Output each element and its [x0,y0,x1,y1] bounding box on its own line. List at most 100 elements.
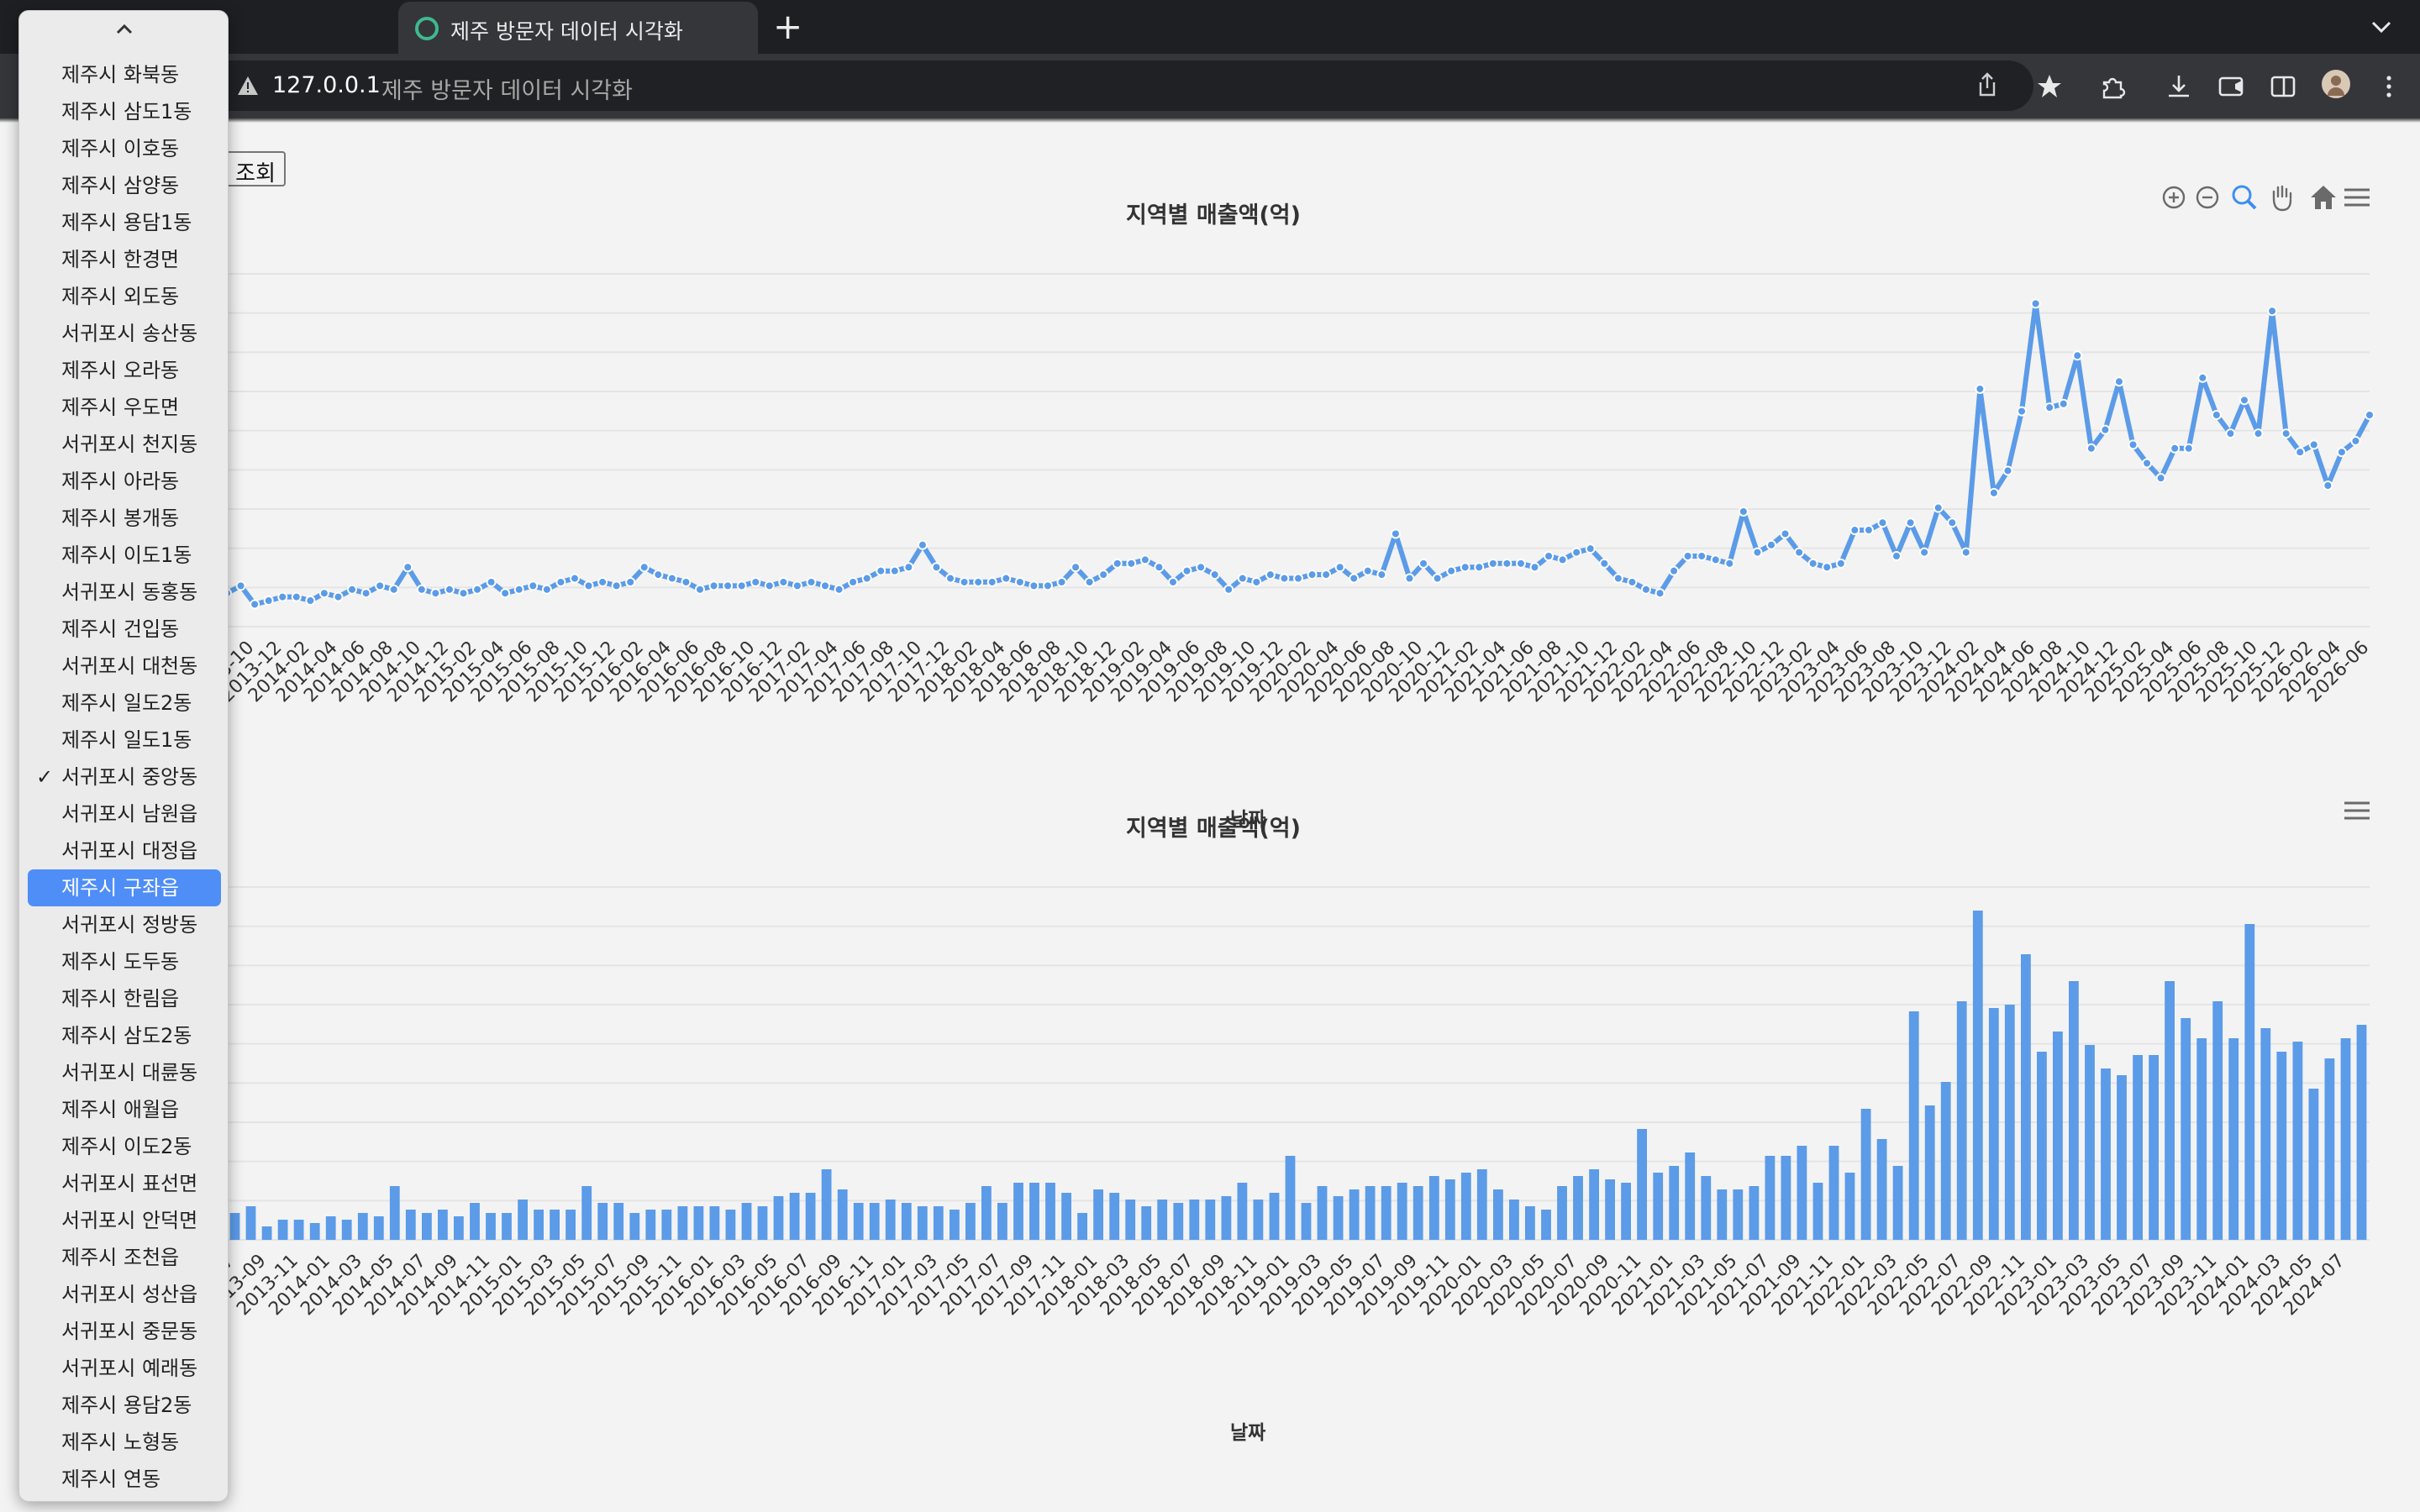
data-point [2281,428,2291,439]
dropdown-option[interactable]: 서귀포시 동홍동 [19,574,229,611]
chevron-down-icon[interactable] [2366,12,2396,42]
dropdown-option[interactable]: 제주시 조천읍 [19,1239,229,1276]
data-point [1640,584,1651,595]
dropdown-option-label: 제주시 노형동 [61,1431,180,1454]
bar [597,1203,608,1240]
dropdown-option[interactable]: 제주시 삼도2동 [19,1017,229,1054]
data-point [2017,406,2028,417]
dropdown-option[interactable]: 제주시 아라동 [19,463,229,500]
dropdown-option[interactable]: 제주시 용담2동 [19,1387,229,1424]
browser-tab[interactable]: 제주 방문자 데이터 시각화 [398,2,758,54]
warning-icon[interactable] [237,76,259,96]
cast-icon[interactable] [2217,72,2245,101]
dropdown-option[interactable]: 제주시 도두동 [19,943,229,980]
bar [1621,1183,1631,1240]
data-point [1251,576,1262,587]
bookmark-star-icon[interactable] [2035,72,2064,101]
pan-hand-icon[interactable] [2265,181,2297,213]
bar [837,1189,848,1240]
dropdown-option[interactable]: 제주시 건입동 [19,611,229,648]
dropdown-option[interactable]: 서귀포시 정방동 [19,906,229,943]
selection-zoom-icon[interactable] [2228,181,2260,213]
dropdown-option[interactable]: 제주시 봉개동 [19,500,229,537]
dropdown-option[interactable]: 서귀포시 예래동 [19,1350,229,1387]
query-button[interactable]: 조회 [220,151,286,186]
dropdown-option[interactable]: 제주시 오라동 [19,352,229,389]
new-tab-button[interactable]: + [773,6,803,47]
data-point [1196,562,1207,573]
zoom-in-icon[interactable] [2158,181,2190,213]
dropdown-option[interactable]: 서귀포시 남원읍 [19,795,229,832]
dropdown-option[interactable]: 서귀포시 대천동 [19,648,229,685]
data-point [1139,554,1150,565]
data-point [1071,562,1081,573]
data-point [486,576,497,587]
hamburger-menu-icon[interactable] [2341,795,2373,827]
dropdown-option[interactable]: 제주시 이호동 [19,130,229,167]
dropdown-option[interactable]: 제주시 외도동 [19,278,229,315]
dropdown-option[interactable]: 제주시 노형동 [19,1424,229,1461]
data-point [2211,410,2222,420]
dropdown-option[interactable]: 제주시 일도2동 [19,685,229,722]
home-reset-icon[interactable] [2307,181,2339,213]
dropdown-option[interactable]: ✓ 서귀포시 중앙동 [19,759,229,795]
bar [1557,1186,1567,1240]
bar [1765,1156,1776,1240]
bar [1717,1189,1728,1240]
bar [534,1210,544,1240]
address-bar[interactable]: 127.0.0.1 제주 방문자 데이터 시각화 [202,60,2033,111]
bar [613,1203,624,1240]
dropdown-option[interactable]: 제주시 구좌읍 [28,869,221,906]
data-point [681,576,692,587]
zoom-out-icon[interactable] [2191,181,2223,213]
dropdown-option[interactable]: 제주시 연동 [19,1461,229,1498]
dropdown-option[interactable]: 제주시 일도1동 [19,722,229,759]
dropdown-option[interactable]: 제주시 이도1동 [19,537,229,574]
bar [581,1186,592,1240]
side-panel-icon[interactable] [2269,72,2297,101]
share-icon[interactable] [1973,71,2002,99]
dropdown-option[interactable]: 제주시 삼도1동 [19,93,229,130]
scroll-up-arrow-icon[interactable] [112,19,137,39]
bar [1493,1189,1503,1240]
dropdown-option[interactable]: 제주시 한림읍 [19,980,229,1017]
hamburger-menu-icon[interactable] [2341,181,2373,213]
dropdown-option[interactable]: 서귀포시 안덕면 [19,1202,229,1239]
extensions-icon[interactable] [2099,72,2128,101]
dropdown-option[interactable]: 제주시 용담1동 [19,204,229,241]
data-point [2183,443,2194,454]
data-point [1167,576,1178,587]
dropdown-option-label: 제주시 아라동 [61,470,180,493]
profile-avatar[interactable] [2321,69,2351,99]
dropdown-option[interactable]: 서귀포시 대정읍 [19,832,229,869]
dropdown-option[interactable]: 서귀포시 송산동 [19,315,229,352]
dropdown-option[interactable]: 제주시 우도면 [19,389,229,426]
bar [725,1210,736,1240]
bar [853,1203,864,1240]
data-point [931,562,942,573]
dropdown-option[interactable]: 서귀포시 대륜동 [19,1054,229,1091]
dropdown-option[interactable]: 서귀포시 천지동 [19,426,229,463]
dropdown-option-label: 제주시 봉개동 [61,507,180,530]
bar [757,1206,768,1240]
download-icon[interactable] [2165,72,2193,101]
dropdown-option[interactable]: 제주시 화북동 [19,56,229,93]
data-point [1599,558,1610,569]
dropdown-option[interactable]: 제주시 애월읍 [19,1091,229,1128]
dropdown-option[interactable]: 제주시 삼양동 [19,167,229,204]
data-point [1627,576,1638,587]
dropdown-option[interactable]: 제주시 이도2동 [19,1128,229,1165]
data-point [2308,439,2319,450]
dropdown-option-label: 제주시 이호동 [61,137,180,160]
region-select-dropdown[interactable]: 제주시 화북동 제주시 삼도1동 제주시 이호동 제주시 삼양동 제주시 용담1동 제주시… [18,10,229,1502]
data-point [806,576,817,587]
dropdown-option[interactable]: 서귀포시 중문동 [19,1313,229,1350]
data-point [708,580,719,591]
more-menu-icon[interactable] [2375,72,2403,101]
dropdown-option[interactable]: 서귀포시 성산읍 [19,1276,229,1313]
dropdown-option[interactable]: 서귀포시 표선면 [19,1165,229,1202]
bar [1253,1200,1264,1240]
data-point [1265,570,1276,580]
dropdown-option-label: 서귀포시 예래동 [61,1357,198,1380]
dropdown-option[interactable]: 제주시 한경면 [19,241,229,278]
